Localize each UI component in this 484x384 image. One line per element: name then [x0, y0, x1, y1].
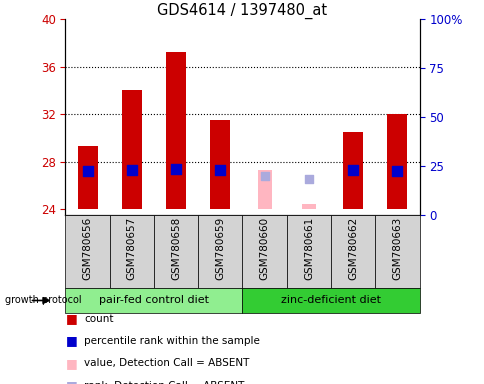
Bar [121, 90, 141, 209]
Point [260, 173, 268, 179]
Point [393, 168, 400, 174]
Bar [343, 132, 363, 209]
Text: ■: ■ [65, 312, 77, 325]
Point [216, 167, 224, 173]
FancyBboxPatch shape [109, 215, 153, 288]
Point [128, 167, 136, 173]
FancyBboxPatch shape [242, 215, 286, 288]
Bar [166, 53, 186, 209]
Text: count: count [84, 314, 113, 324]
FancyBboxPatch shape [242, 288, 419, 313]
Title: GDS4614 / 1397480_at: GDS4614 / 1397480_at [157, 3, 327, 19]
FancyBboxPatch shape [65, 215, 109, 288]
Bar [210, 120, 230, 209]
Point [172, 166, 180, 172]
Text: percentile rank within the sample: percentile rank within the sample [84, 336, 259, 346]
Bar [387, 114, 407, 209]
Text: GSM780662: GSM780662 [348, 217, 357, 280]
FancyBboxPatch shape [65, 288, 242, 313]
Text: rank, Detection Call = ABSENT: rank, Detection Call = ABSENT [84, 381, 244, 384]
Text: GSM780656: GSM780656 [82, 217, 92, 280]
Text: ■: ■ [65, 357, 77, 370]
Text: GSM780658: GSM780658 [171, 217, 181, 280]
Point [84, 168, 91, 174]
Text: GSM780660: GSM780660 [259, 217, 269, 280]
Text: ■: ■ [65, 379, 77, 384]
FancyBboxPatch shape [153, 215, 198, 288]
Text: ■: ■ [65, 334, 77, 348]
Text: GSM780657: GSM780657 [127, 217, 136, 280]
Text: GSM780661: GSM780661 [303, 217, 313, 280]
Bar [302, 204, 315, 209]
Bar [257, 170, 271, 209]
FancyBboxPatch shape [330, 215, 375, 288]
FancyBboxPatch shape [286, 215, 330, 288]
FancyBboxPatch shape [375, 215, 419, 288]
Text: GSM780659: GSM780659 [215, 217, 225, 280]
FancyBboxPatch shape [198, 215, 242, 288]
Text: pair-fed control diet: pair-fed control diet [99, 295, 209, 306]
Text: zinc-deficient diet: zinc-deficient diet [280, 295, 380, 306]
Text: value, Detection Call = ABSENT: value, Detection Call = ABSENT [84, 358, 249, 368]
Point [304, 176, 312, 182]
Text: GSM780663: GSM780663 [392, 217, 402, 280]
Point [348, 167, 356, 173]
Text: growth protocol: growth protocol [5, 295, 81, 306]
Bar [77, 146, 97, 209]
